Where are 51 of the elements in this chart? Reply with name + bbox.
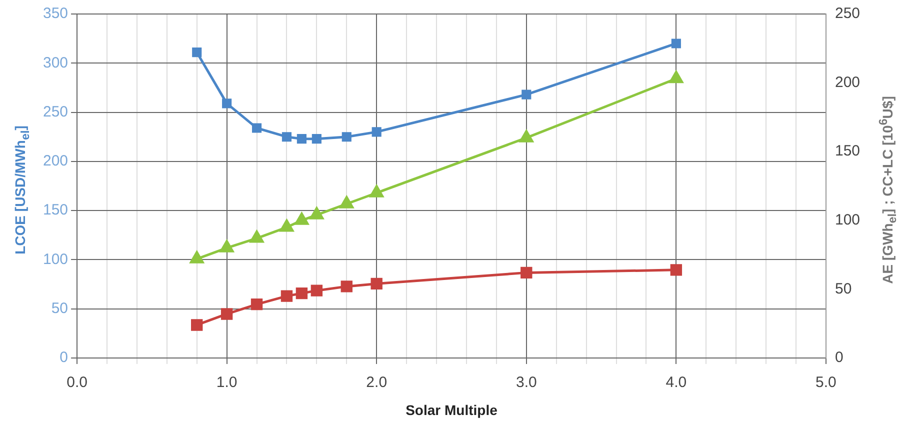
y-tick-label: 0 — [60, 349, 68, 366]
point — [222, 98, 232, 108]
point — [370, 185, 384, 198]
point — [520, 266, 532, 279]
point — [520, 130, 534, 142]
y-tick-label: 150 — [42, 202, 68, 219]
point — [252, 123, 262, 133]
point — [342, 132, 352, 142]
point — [191, 319, 203, 331]
x-tick-label: 2.0 — [366, 374, 388, 392]
point — [296, 287, 308, 300]
point — [282, 132, 292, 142]
y2-tick-label: 200 — [834, 74, 860, 91]
point — [310, 207, 324, 220]
point — [372, 127, 382, 137]
point — [294, 212, 309, 225]
x-tick-label: 1.0 — [216, 374, 238, 392]
point — [522, 90, 532, 100]
x-tick-label: 3.0 — [516, 374, 537, 392]
y2-tick-label: 150 — [834, 142, 860, 160]
point — [370, 278, 382, 290]
point — [280, 290, 293, 302]
y2-tick-label: 250 — [834, 5, 860, 22]
y-tick-label: 300 — [42, 54, 68, 72]
y2-tick-label: 0 — [834, 349, 844, 366]
point — [280, 220, 294, 232]
x-axis-title: Solar Multiple — [404, 402, 498, 418]
y-tick-label: 200 — [42, 152, 68, 170]
y-tick-label: 100 — [42, 250, 68, 268]
x-tick-label: 5.0 — [816, 374, 836, 392]
y-tick-label: 50 — [51, 300, 68, 317]
point — [671, 38, 681, 48]
point — [250, 230, 264, 243]
y2-tick-label: 100 — [834, 212, 860, 229]
point — [296, 134, 306, 144]
point — [669, 70, 684, 84]
point — [310, 284, 323, 296]
point — [192, 48, 202, 58]
point — [312, 134, 322, 144]
x-tick-label: 4.0 — [666, 374, 687, 392]
point — [190, 251, 204, 264]
point — [220, 308, 233, 320]
point — [340, 280, 352, 292]
point — [220, 240, 234, 252]
point — [340, 196, 354, 208]
point — [250, 298, 263, 310]
point — [670, 264, 682, 276]
y-tick-label: 350 — [42, 5, 68, 22]
y2-tick-label: 50 — [834, 280, 852, 298]
y-tick-label: 250 — [42, 103, 68, 120]
x-tick-label: 0.0 — [66, 374, 88, 392]
